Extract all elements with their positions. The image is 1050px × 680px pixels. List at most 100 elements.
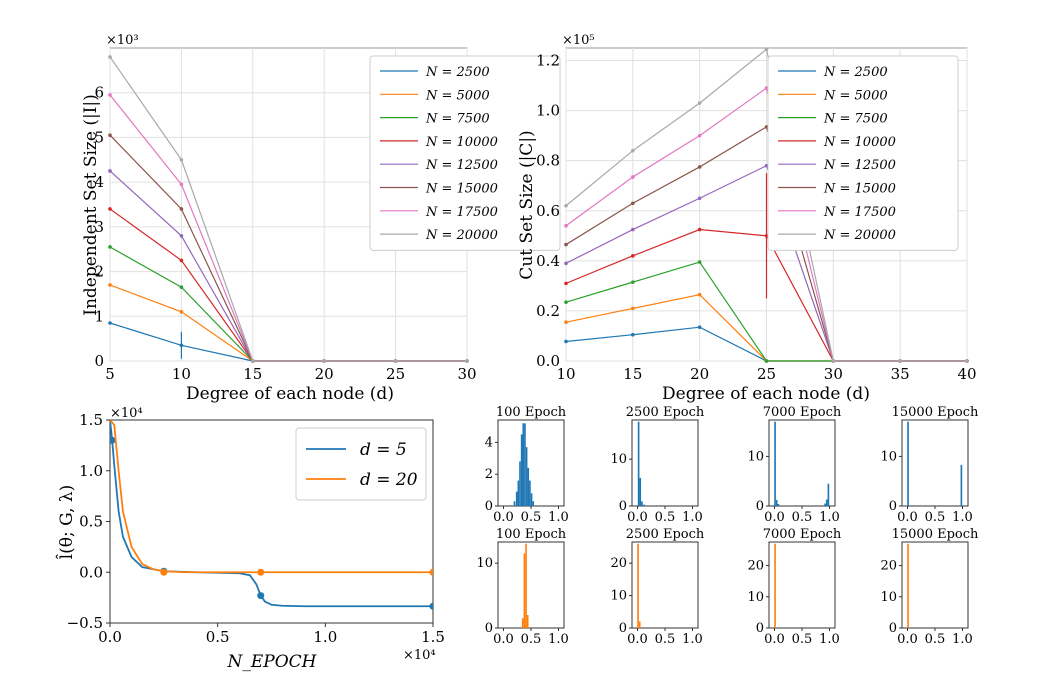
chart-panel-2: 10 15 20 25 30 35 40 0.0 0.2 0.4 0.6 0.8 1.0 1.2×10⁵ N… [517,33,977,404]
y-tick-label: 10 [747,590,764,605]
x-tick-label: 20 [315,365,334,383]
histogram-bar [525,543,527,628]
legend-label: N = 12500 [823,158,896,173]
histogram-title: 100 Epoch [496,405,567,420]
plot-frame [497,541,565,629]
histogram-title: 2500 Epoch [626,405,705,420]
data-point [564,300,568,304]
x-tick-label: 0.5 [521,510,542,525]
x-tick-label: 10 [172,365,191,383]
series-n=5000 [108,283,469,363]
data-point [179,285,184,290]
plot-frame [631,419,699,507]
histogram-bar [513,501,516,506]
data-point [564,203,568,208]
data-point [564,339,568,344]
data-point [429,568,433,576]
legend-label: N = 5000 [823,88,888,103]
legend-label: N = 17500 [823,205,896,220]
y-tick-label: 0 [889,621,897,636]
data-point [965,359,969,363]
x-tick-label: 0.5 [206,628,230,646]
data-point [564,261,568,266]
y-tick-label: 20 [747,559,764,574]
histogram-bar [960,464,963,506]
x-tick-label: 1.0 [952,632,973,647]
legend-label: N = 10000 [823,135,896,150]
x-tick-label: 1.0 [819,632,840,647]
x-tick-label: 35 [891,365,910,383]
data-point [251,359,255,363]
x-tick-label: 0.5 [925,632,946,647]
series-n=2500 [108,321,469,363]
legend-box [295,427,427,501]
x-tick-label: 20 [690,365,709,383]
histogram-title: 100 Epoch [496,527,567,542]
series-line [110,420,433,608]
histogram-bar [526,615,529,628]
data-point [322,359,327,363]
histogram-panel: 7000 Epoch 0.0 0.5 1.0 0 10 [747,405,841,525]
plot-frame [497,419,565,507]
x-multiplier: ×10⁴ [403,648,436,663]
series-d20 [110,420,433,576]
x-tick-label: 30 [457,365,476,383]
legend: N = 2500 N = 5000 N = 7500 N = 10000 N = 125… [767,55,959,251]
legend-label: d = 5 [360,440,407,460]
histogram-panel: 2500 Epoch 0.0 0.5 1.0 0 10 [610,405,704,525]
histogram-bar [532,501,535,506]
x-tick-label: 1.0 [682,632,703,647]
histogram-bar [825,499,828,506]
y-tick-label: 2 [485,467,493,482]
y-tick-label: 4 [485,435,493,450]
y-tick-label: 20 [880,559,897,574]
x-axis-title: Degree of each node (d) [662,384,870,404]
y-tick-label: 1 [94,307,104,325]
histogram-title: 15000 Epoch [892,527,979,542]
y-tick-label: 0.5 [79,513,103,531]
y-tick-label: 0.4 [536,252,560,270]
histogram-bar [521,618,524,628]
y-tick-label: 0 [485,621,493,636]
y-tick-label: 3 [94,218,104,236]
plot-frame [901,419,969,507]
data-point [764,359,769,363]
histogram-panel: 2500 Epoch 0.0 0.5 1.0 0 10 20 [610,527,704,647]
data-point [108,93,112,97]
histogram-bar [525,447,528,506]
y-tick-label: 6 [94,84,104,102]
x-tick-label: 0.0 [493,510,514,525]
y-tick-label: 0 [94,352,104,370]
histogram-bar [515,491,518,506]
x-tick-label: 0.0 [627,632,648,647]
data-point [697,165,702,169]
y-tick-label: 0 [756,499,764,514]
y-tick-label: 0.0 [536,352,560,370]
x-tick-label: 25 [757,365,776,383]
histogram-bar [643,504,645,506]
plot-frame [901,541,969,629]
y-tick-label: 0.8 [536,152,560,170]
y-tick-label: 10 [610,589,627,604]
plot-frame [631,541,699,629]
histogram-title: 15000 Epoch [892,405,979,420]
y-tick-label: 0.6 [536,202,560,220]
data-point [697,325,702,329]
data-point [631,332,635,337]
y-tick-label: 2 [94,263,104,281]
x-tick-label: 0.5 [655,632,676,647]
data-point [631,227,635,232]
x-tick-label: 0.5 [655,510,676,525]
y-tick-label: 1.5 [79,411,103,429]
x-axis-title: N_EPOCH [227,652,318,672]
histogram-bar [520,434,523,506]
data-point [631,175,635,179]
x-tick-label: 1.0 [819,510,840,525]
data-point [179,182,184,187]
x-tick-label: 25 [386,365,405,383]
y-tick-label: 0 [889,499,897,514]
data-point [697,260,702,264]
histogram-bar [775,500,778,506]
series-n=20000 [108,55,469,363]
